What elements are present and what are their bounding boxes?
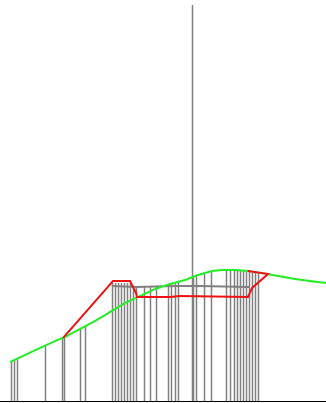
red-profile-line xyxy=(62,270,271,339)
vertical-lines xyxy=(10,5,260,401)
